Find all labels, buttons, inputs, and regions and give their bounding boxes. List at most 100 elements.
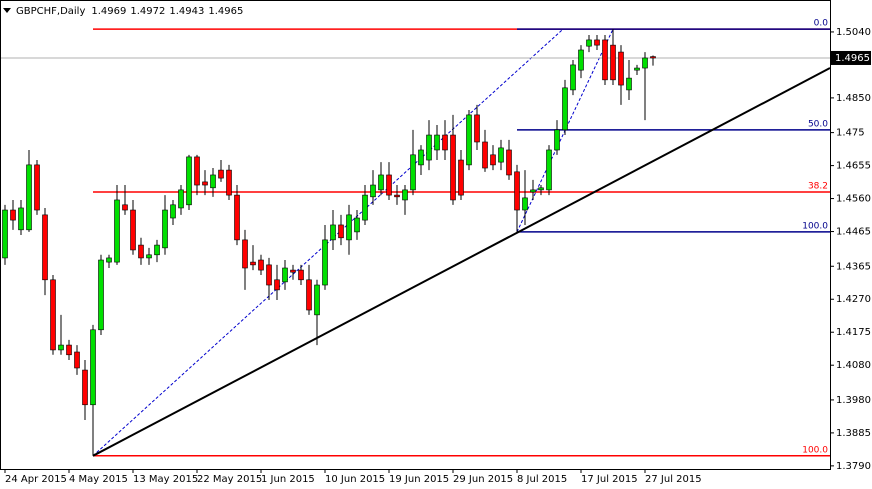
y-tick-label: 1.4270 [836,294,871,305]
menu-triangle[interactable] [3,8,11,13]
fib-level-label: 50.0 [808,119,828,129]
candle-body [482,141,488,169]
candle-body [530,189,536,193]
candle-body [330,224,336,241]
candle-body [514,171,520,211]
close: 1.4965 [208,6,243,17]
candle-body [194,156,200,186]
candle-body [474,114,480,143]
fib-diagonal [92,28,564,457]
fib-level-label: 38.2 [808,181,828,191]
candle-body [226,169,232,196]
y-tick-label: 1.3980 [836,395,871,406]
y-tick-label: 1.4080 [836,360,871,371]
candle-body [594,39,600,46]
candle-body [586,39,592,47]
candle-body [170,204,176,219]
candle-body [506,149,512,176]
candle-body [642,57,648,69]
candle-body [370,184,376,198]
candle-body [50,279,56,351]
y-tick-label: 1.3790 [836,461,871,472]
candle-body [290,269,296,273]
x-tick-label: 29 Jun 2015 [453,474,513,485]
candle-body [298,269,304,281]
candle-body [266,264,272,286]
candle-body [354,217,360,233]
candle-body [186,156,192,206]
x-tick-label: 1 Jun 2015 [261,474,315,485]
y-tick-label: 1.3885 [836,428,871,439]
fib-level-label: 100.0 [802,445,828,455]
candle-body [162,209,168,249]
x-tick-label: 27 Jul 2015 [645,474,702,485]
candle-body [610,44,616,81]
y-tick-label: 1.4850 [836,93,871,104]
low: 1.4943 [169,6,204,17]
candle-body [306,279,312,311]
candle-body [418,149,424,166]
y-tick-label: 1.4560 [836,194,871,205]
candle-body [538,187,544,191]
fib-level-label: 100.0 [802,221,828,231]
trendline [92,67,831,457]
candle-body [210,174,216,189]
candle-body [146,254,152,259]
y-tick-label: 1.4465 [836,227,871,238]
candle-body [242,239,248,269]
candle-body [90,329,96,406]
candle-body [466,114,472,166]
candle-body [546,149,552,191]
candle-body [386,174,392,196]
candle-body [130,209,136,251]
candle-body [634,67,640,71]
candle-body [122,204,128,211]
candle-body [650,56,656,59]
candle-body [250,261,256,266]
candle-body [138,244,144,259]
candle-body [218,169,224,179]
candle-body [74,351,80,369]
candle-body [562,87,568,131]
candle-body [570,64,576,91]
candle-body [234,194,240,241]
y-tick-label: 1.4365 [836,261,871,272]
candle-body [626,77,632,91]
x-tick-label: 19 Jun 2015 [389,474,449,485]
candle-body [578,49,584,71]
plot-area: 38.2 100.0 0.0 50.0 100.0 [0,19,831,457]
candle-body [114,199,120,263]
candle-body [282,267,288,283]
candle-body [66,344,72,356]
candle-body [314,284,320,316]
candle-body [154,244,160,256]
fib-level-label: 0.0 [814,19,829,29]
candle-body [450,134,456,201]
candle-body [18,207,24,231]
open: 1.4969 [91,6,126,17]
plot-border [0,0,831,470]
candle-body [442,134,448,151]
symbol: GBPCHF,Daily [16,6,85,17]
candle-body [490,154,496,166]
candle-body [178,189,184,209]
candle-body [458,159,464,196]
y-tick-label: 1.5040 [836,27,871,38]
candle-body [434,134,440,151]
candle-body [618,51,624,86]
y-tick-label: 1.4175 [836,327,871,338]
x-tick-label: 22 May 2015 [197,474,262,485]
candle-body [602,39,608,81]
x-tick-label: 10 Jun 2015 [325,474,385,485]
candle-body [10,209,16,221]
candle-body [2,209,8,259]
candle-body [98,259,104,331]
x-tick-label: 24 Apr 2015 [5,474,67,485]
x-tick-label: 13 May 2015 [133,474,198,485]
price-box [831,50,871,65]
candle-body [42,214,48,281]
candle-body [26,164,32,231]
candle-body [426,134,432,161]
